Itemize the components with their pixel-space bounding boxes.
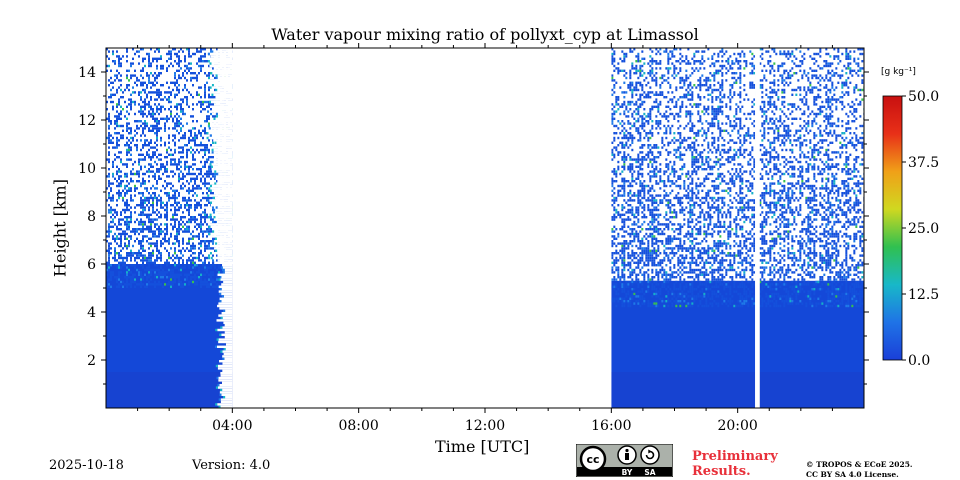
y-tick-label: 8 <box>87 209 96 225</box>
surface-band <box>106 372 233 408</box>
version-label: Version: 4.0 <box>192 458 271 473</box>
x-tick-label: 20:00 <box>717 418 757 434</box>
chart-title: Water vapour mixing ratio of pollyxt_cyp… <box>271 25 699 44</box>
colorbar-tick-label: 37.5 <box>908 155 939 171</box>
heatmap-area <box>106 48 864 408</box>
x-tick-label: 04:00 <box>212 418 252 434</box>
colorbar-tick-label: 0.0 <box>908 353 930 369</box>
preliminary-line-1: Preliminary <box>692 449 778 464</box>
copyright-notice: © TROPOS & ECoE 2025. CC BY SA 4.0 Licen… <box>806 460 913 480</box>
date-label: 2025-10-18 <box>49 458 124 473</box>
data-gap <box>755 48 760 408</box>
y-tick-label: 6 <box>87 257 96 273</box>
y-tick-label: 2 <box>87 353 96 369</box>
y-tick-label: 10 <box>78 161 96 177</box>
y-tick-label: 4 <box>87 305 96 321</box>
colorbar <box>883 96 902 360</box>
x-tick-label: 16:00 <box>591 418 631 434</box>
y-tick-label: 12 <box>78 113 96 129</box>
colorbar-ticks: 0.0 12.5 25.0 37.5 50.0 <box>902 89 939 369</box>
copyright-line-1: © TROPOS & ECoE 2025. <box>806 460 913 469</box>
y-tick-label: 14 <box>78 65 96 81</box>
preliminary-notice: Preliminary Results. <box>692 449 778 479</box>
y-axis-label: Height [km] <box>50 179 70 277</box>
data-gap <box>232 48 612 408</box>
colorbar-tick-label: 50.0 <box>908 89 939 105</box>
share-alike-icon <box>640 445 660 465</box>
y-axis: 2 4 6 8 10 12 14 <box>78 65 869 385</box>
cc-license-badge: cc BY SA <box>576 444 673 477</box>
copyright-line-2: CC BY SA 4.0 License. <box>806 470 899 479</box>
surface-band <box>611 372 864 408</box>
preliminary-line-2: Results. <box>692 464 751 479</box>
cc-icon <box>579 445 607 473</box>
x-tick-label: 12:00 <box>465 418 505 434</box>
x-tick-label: 08:00 <box>338 418 378 434</box>
colorbar-tick-label: 25.0 <box>908 221 939 237</box>
colorbar-unit-label: [g kg⁻¹] <box>881 67 916 77</box>
x-axis: 04:00 08:00 12:00 16:00 20:00 <box>137 43 833 434</box>
colorbar-tick-label: 12.5 <box>908 287 939 303</box>
x-axis-label: Time [UTC] <box>435 437 530 456</box>
